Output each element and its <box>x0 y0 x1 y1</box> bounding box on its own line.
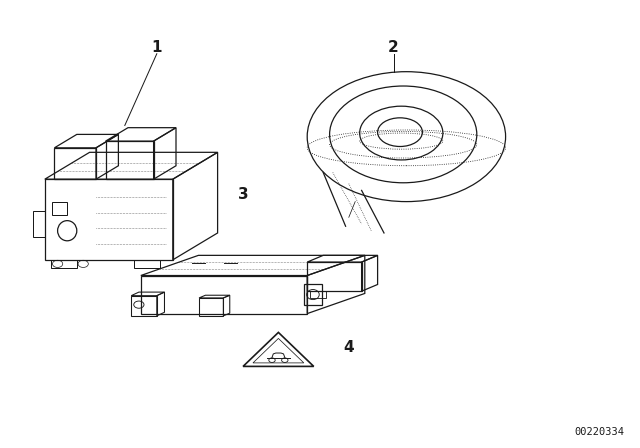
Text: 1: 1 <box>152 39 162 55</box>
Text: 4: 4 <box>344 340 354 355</box>
Text: 2: 2 <box>388 39 399 55</box>
Text: 00220334: 00220334 <box>574 427 624 437</box>
Text: 3: 3 <box>238 187 248 202</box>
